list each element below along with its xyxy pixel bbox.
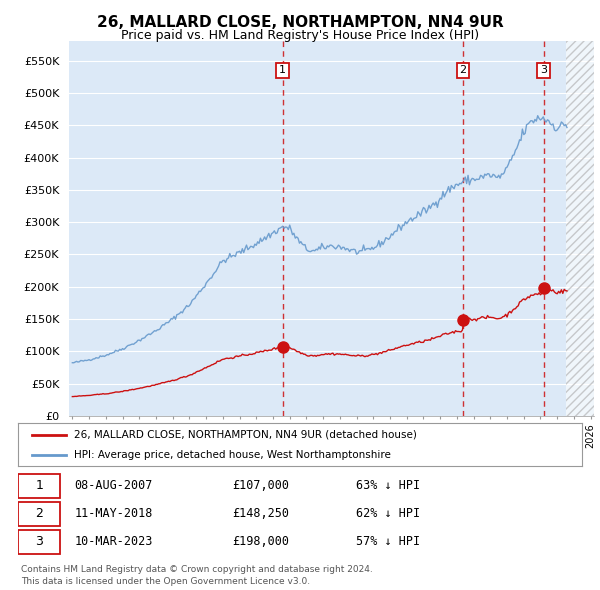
Text: HPI: Average price, detached house, West Northamptonshire: HPI: Average price, detached house, West…	[74, 450, 391, 460]
Text: £107,000: £107,000	[232, 480, 289, 493]
Text: 3: 3	[540, 65, 547, 76]
FancyBboxPatch shape	[18, 502, 60, 526]
Text: 63% ↓ HPI: 63% ↓ HPI	[356, 480, 421, 493]
Text: 11-MAY-2018: 11-MAY-2018	[74, 507, 153, 520]
Text: 2: 2	[460, 65, 466, 76]
FancyBboxPatch shape	[18, 530, 60, 554]
FancyBboxPatch shape	[18, 474, 60, 498]
Text: 26, MALLARD CLOSE, NORTHAMPTON, NN4 9UR: 26, MALLARD CLOSE, NORTHAMPTON, NN4 9UR	[97, 15, 503, 30]
Text: £198,000: £198,000	[232, 535, 289, 548]
Text: 1: 1	[35, 480, 43, 493]
Polygon shape	[566, 41, 599, 416]
Text: 62% ↓ HPI: 62% ↓ HPI	[356, 507, 421, 520]
Text: 08-AUG-2007: 08-AUG-2007	[74, 480, 153, 493]
Text: This data is licensed under the Open Government Licence v3.0.: This data is licensed under the Open Gov…	[21, 577, 310, 586]
Text: Price paid vs. HM Land Registry's House Price Index (HPI): Price paid vs. HM Land Registry's House …	[121, 29, 479, 42]
Text: 3: 3	[35, 535, 43, 548]
Text: 26, MALLARD CLOSE, NORTHAMPTON, NN4 9UR (detached house): 26, MALLARD CLOSE, NORTHAMPTON, NN4 9UR …	[74, 430, 417, 440]
Text: Contains HM Land Registry data © Crown copyright and database right 2024.: Contains HM Land Registry data © Crown c…	[21, 565, 373, 574]
Text: 1: 1	[279, 65, 286, 76]
Text: 2: 2	[35, 507, 43, 520]
Text: 57% ↓ HPI: 57% ↓ HPI	[356, 535, 421, 548]
Text: 10-MAR-2023: 10-MAR-2023	[74, 535, 153, 548]
Text: £148,250: £148,250	[232, 507, 289, 520]
